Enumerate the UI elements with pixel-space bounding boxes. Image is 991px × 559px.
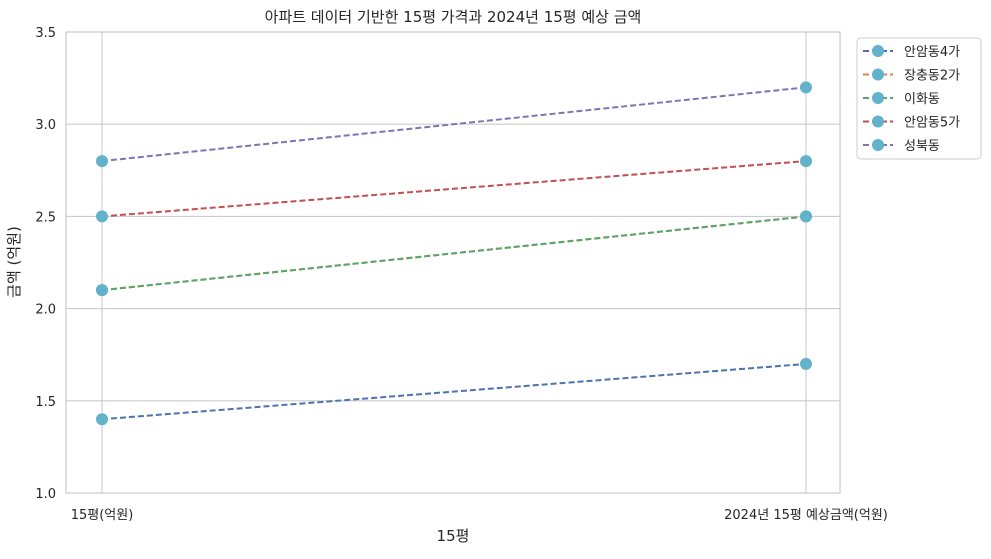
y-tick-label: 2.5 xyxy=(35,210,56,225)
legend-marker xyxy=(872,139,884,151)
data-point xyxy=(96,155,108,168)
chart-title: 아파트 데이터 기반한 15평 가격과 2024년 15평 예상 금액 xyxy=(265,8,642,26)
y-tick-label: 1.0 xyxy=(35,487,56,502)
y-tick-label: 2.0 xyxy=(35,303,56,318)
data-point xyxy=(96,210,108,223)
legend-marker xyxy=(872,92,884,104)
y-tick-label: 3.0 xyxy=(35,118,56,133)
legend-marker xyxy=(872,45,884,57)
series-layer xyxy=(96,81,812,426)
data-point xyxy=(800,210,812,223)
x-axis-label: 15평 xyxy=(437,527,470,545)
data-point xyxy=(800,81,812,94)
legend-marker xyxy=(872,115,884,128)
y-tick-label: 3.5 xyxy=(35,26,56,41)
series-line xyxy=(101,86,807,163)
y-axis-label: 금액 (억원) xyxy=(5,226,23,298)
x-tick-label: 15평(억원) xyxy=(71,508,134,523)
series-line xyxy=(101,160,807,218)
y-tick-label: 1.5 xyxy=(35,395,56,410)
series-line xyxy=(101,215,807,292)
data-point xyxy=(800,357,812,370)
legend-label: 이화동 xyxy=(904,92,940,107)
legend-box xyxy=(856,37,982,160)
data-point xyxy=(800,155,812,168)
legend-label: 장충동2가 xyxy=(904,69,960,84)
x-tick-label: 2024년 15평 예상금액(억원) xyxy=(724,508,888,523)
legend-marker xyxy=(872,68,884,81)
data-point xyxy=(96,413,108,426)
legend-label: 안암동5가 xyxy=(904,116,960,131)
data-point xyxy=(96,284,108,297)
plot-frame xyxy=(65,31,841,494)
legend-label: 성북동 xyxy=(904,139,940,154)
legend-label: 안암동4가 xyxy=(904,45,960,60)
tick-labels: 1.0 1.5 2.0 2.5 3.0 3.5 15평(억원) 2024년 15평 예상금액(… xyxy=(35,26,888,523)
series-line xyxy=(101,362,807,421)
grid xyxy=(66,31,840,494)
